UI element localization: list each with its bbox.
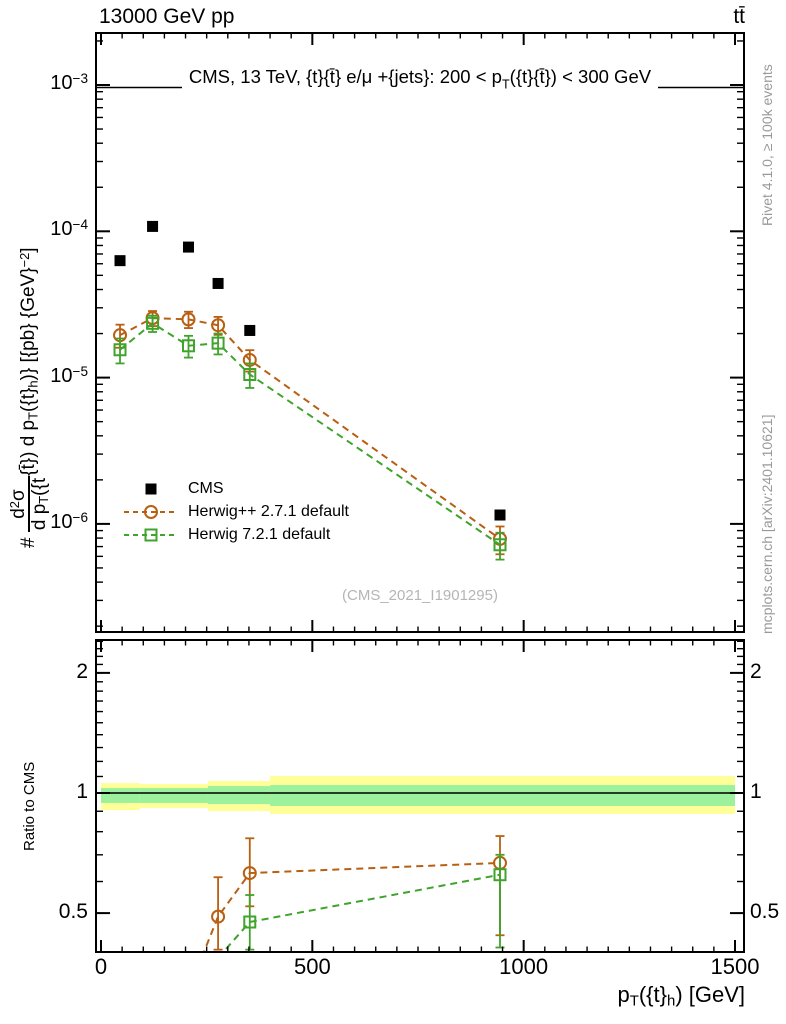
legend-item-herwig-2: Herwig 7.2.1 default <box>122 523 349 546</box>
ratio-uncertainty-bands <box>101 776 736 814</box>
main-y-tick-label: 10−6 <box>50 509 88 533</box>
legend-item-herwig-1: Herwig++ 2.7.1 default <box>122 500 349 523</box>
ratio-y-tick-label-left: 2 <box>76 659 88 683</box>
x-axis-label: pT({t}h) [GeV] <box>617 982 745 1010</box>
panel-title-text: CMS, 13 TeV, {t}{t̄} e/μ +{jets}: 200 < … <box>181 65 659 97</box>
x-tick-label: 500 <box>293 954 331 979</box>
legend-marker-square-open-icon <box>124 528 178 541</box>
main-series <box>113 220 508 561</box>
beam-energy-label: 13000 GeV pp <box>99 5 235 28</box>
y-axis-label-ratio: Ratio to CMS <box>21 761 38 851</box>
legend: CMS Herwig++ 2.7.1 default Herwig 7.2.1 de… <box>122 477 349 546</box>
y-axis-label-main: # d2σ d pT({t {t̄}) d pT({t}h)} [{pb} {GeV… <box>7 247 52 548</box>
panel-title: CMS, 13 TeV, {t}{t̄} e/μ +{jets}: 200 < … <box>96 65 744 97</box>
rivet-version-note: Rivet 4.1.0, ≥ 100k events <box>759 64 775 226</box>
ratio-y-tick-label-left: 1 <box>76 780 88 803</box>
main-panel-border <box>95 32 745 633</box>
x-tick-label: 0 <box>94 954 108 979</box>
legend-marker-square-filled-icon <box>145 483 157 494</box>
x-tick-label: 1000 <box>499 954 549 979</box>
ratio-y-tick-label-right: 1 <box>750 780 762 803</box>
main-y-tick-label: 10−5 <box>50 363 88 387</box>
main-y-tick-label: 10−3 <box>50 71 88 94</box>
legend-marker-circle-open-icon <box>124 504 178 519</box>
process-label: tt̄ <box>733 5 745 28</box>
ratio-y-tick-label-left: 0.5 <box>58 900 88 924</box>
analysis-id-watermark: (CMS_2021_I1901295) <box>342 587 498 604</box>
ratio-y-tick-label-right: 0.5 <box>750 900 780 924</box>
x-tick-label: 1500 <box>710 954 760 979</box>
legend-item-cms: CMS <box>122 477 349 500</box>
ratio-y-tick-label-right: 2 <box>750 659 762 683</box>
main-y-tick-label: 10−4 <box>50 217 88 241</box>
mcplots-arxiv-note: mcplots.cern.ch [arXiv:2401.10621] <box>759 414 775 634</box>
legend-label: Herwig++ 2.7.1 default <box>188 502 349 520</box>
ratio-panel-border <box>95 639 745 953</box>
legend-label: Herwig 7.2.1 default <box>188 525 331 543</box>
ratio-series <box>203 835 508 951</box>
legend-label: CMS <box>188 479 224 497</box>
axis-ticks <box>96 33 744 952</box>
